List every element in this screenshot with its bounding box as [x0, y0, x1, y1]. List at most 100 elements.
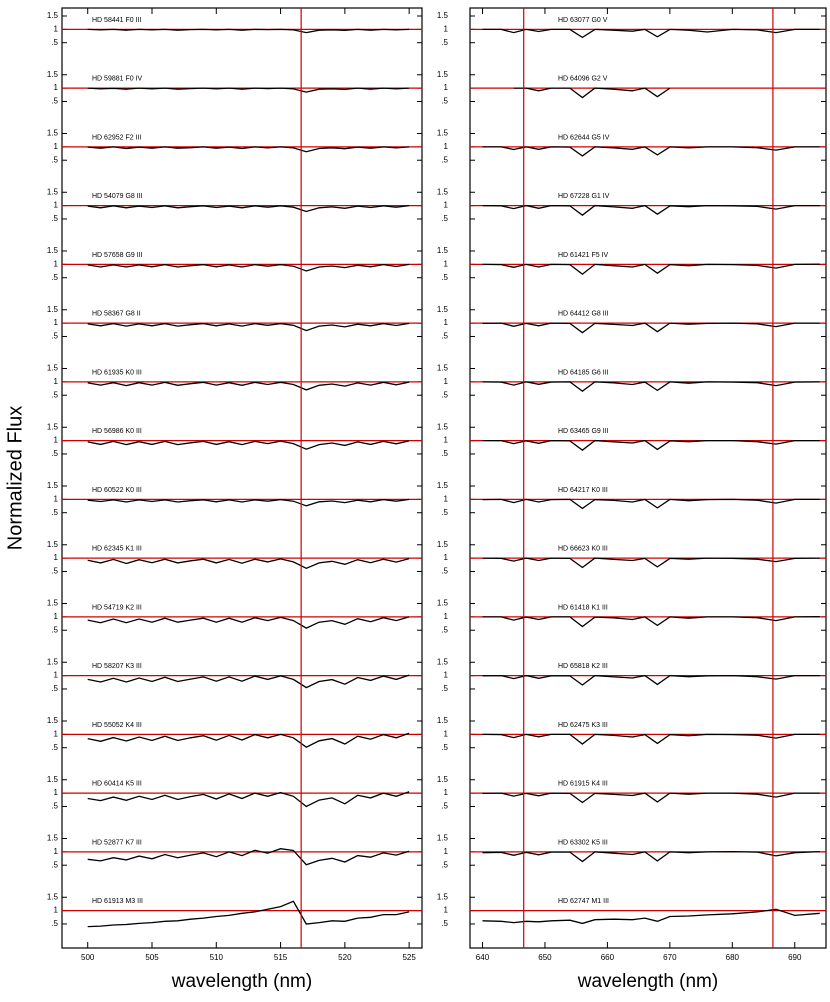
y-tick-label: 1.5	[47, 364, 59, 373]
y-tick-label: 1.5	[47, 775, 59, 784]
y-tick-label: .5	[51, 508, 58, 517]
y-tick-label: 1.5	[437, 657, 449, 666]
y-tick-label: 1	[444, 671, 449, 680]
spectrum-label: HD 60414 K5 III	[92, 781, 142, 788]
x-tick-label: 525	[402, 953, 416, 962]
x-axis-label: wavelength (nm)	[171, 971, 312, 992]
spectrum-label: HD 65818 K2 III	[558, 663, 608, 670]
y-tick-label: 1	[444, 259, 449, 268]
spectrum-label: HD 59881 F0 IV	[92, 76, 143, 83]
y-tick-label: .5	[51, 332, 58, 341]
spectrum	[87, 732, 410, 748]
y-tick-label: 1.5	[47, 422, 59, 431]
y-tick-label: 1	[54, 436, 59, 445]
y-tick-label: 1	[54, 553, 59, 562]
x-tick-label: 660	[601, 953, 615, 962]
y-tick-label: 1	[444, 142, 449, 151]
y-tick-label: 1	[444, 788, 449, 797]
y-tick-label: .5	[51, 684, 58, 693]
y-tick-label: 1.5	[437, 481, 449, 490]
y-tick-label: 1.5	[47, 129, 59, 138]
y-tick-label: .5	[51, 97, 58, 106]
y-tick-label: .5	[441, 684, 448, 693]
y-tick-label: .5	[51, 625, 58, 634]
y-tick-label: 1.5	[437, 70, 449, 79]
spectrum-label: HD 64412 G8 III	[558, 311, 609, 318]
spectrum	[482, 674, 820, 686]
spectrum	[87, 146, 410, 153]
y-tick-label: 1	[444, 494, 449, 503]
y-tick-label: 1.5	[47, 481, 59, 490]
x-tick-label: 680	[726, 953, 740, 962]
spectrum	[513, 87, 671, 99]
y-tick-label: 1.5	[437, 775, 449, 784]
y-tick-label: .5	[441, 155, 448, 164]
y-tick-label: 1	[444, 83, 449, 92]
y-tick-label: 1.5	[47, 834, 59, 843]
y-tick-label: 1.5	[47, 892, 59, 901]
y-tick-label: 1	[54, 201, 59, 210]
spectrum-label: HD 61935 K0 III	[92, 369, 142, 376]
spectrum	[87, 440, 410, 450]
y-tick-label: .5	[441, 567, 448, 576]
y-tick-label: 1.5	[437, 892, 449, 901]
x-tick-label: 640	[476, 953, 490, 962]
x-tick-label: 515	[274, 953, 288, 962]
spectrum-label: HD 61915 K4 III	[558, 781, 608, 788]
y-tick-label: 1	[54, 24, 59, 33]
spectrum	[482, 792, 820, 804]
y-tick-label: 1.5	[47, 540, 59, 549]
y-tick-label: 1	[54, 729, 59, 738]
y-tick-label: 1	[54, 318, 59, 327]
y-tick-label: 1	[54, 83, 59, 92]
spectrum	[482, 204, 820, 217]
spectrum-label: HD 61913 M3 III	[92, 898, 143, 905]
spectrum	[87, 263, 410, 272]
spectrum	[482, 498, 820, 510]
spectrum	[482, 263, 820, 276]
y-tick-label: 1	[54, 494, 59, 503]
y-tick-label: .5	[51, 273, 58, 282]
y-tick-label: 1.5	[437, 422, 449, 431]
spectrum-label: HD 62475 K3 III	[558, 722, 608, 729]
spectrum-label: HD 62644 G5 IV	[558, 134, 610, 141]
y-tick-label: 1	[54, 259, 59, 268]
spectrum-label: HD 63302 K5 III	[558, 839, 608, 846]
spectrum	[482, 615, 820, 628]
y-axis-label: Normalized Flux	[4, 406, 26, 550]
y-tick-label: 1	[54, 671, 59, 680]
y-tick-label: 1.5	[437, 599, 449, 608]
y-tick-label: .5	[51, 567, 58, 576]
spectrum	[87, 557, 410, 570]
spectrum-label: HD 64185 G6 III	[558, 369, 609, 376]
spectrum	[482, 439, 820, 452]
spectrum-label: HD 61418 K1 III	[558, 604, 608, 611]
spectrum	[482, 908, 820, 925]
y-tick-label: 1	[444, 318, 449, 327]
y-tick-label: 1	[444, 729, 449, 738]
y-tick-label: .5	[441, 919, 448, 928]
y-tick-label: 1	[444, 377, 449, 386]
spectrum	[87, 28, 410, 34]
y-tick-label: 1.5	[437, 540, 449, 549]
x-tick-label: 650	[538, 953, 552, 962]
spectrum-label: HD 67228 G1 IV	[558, 193, 610, 200]
spectrum-label: HD 52877 K7 III	[92, 839, 142, 846]
spectrum	[482, 557, 820, 569]
spectrum-label: HD 58207 K3 III	[92, 663, 142, 670]
y-tick-label: 1.5	[437, 305, 449, 314]
y-tick-label: .5	[51, 38, 58, 47]
spectrum-label: HD 62747 M1 III	[558, 898, 609, 905]
spectrum	[87, 87, 410, 93]
y-tick-label: 1.5	[437, 129, 449, 138]
spectrum	[87, 791, 410, 808]
y-tick-label: .5	[441, 508, 448, 517]
spectrum	[87, 322, 410, 332]
y-tick-label: 1.5	[437, 187, 449, 196]
spectrum	[87, 204, 410, 213]
y-tick-label: 1	[54, 142, 59, 151]
panel-frame	[61, 7, 423, 949]
y-tick-label: .5	[441, 38, 448, 47]
y-tick-label: .5	[51, 743, 58, 752]
